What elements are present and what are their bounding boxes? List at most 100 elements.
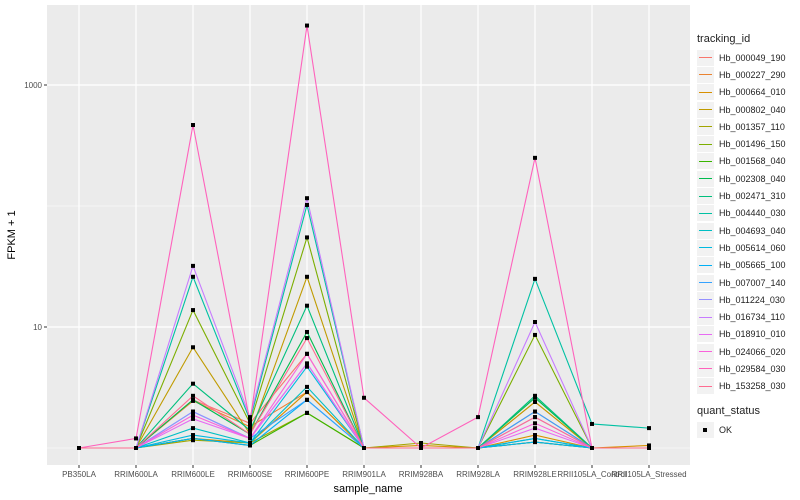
legend-label: Hb_001568_040 [719,156,786,167]
legend-label: Hb_000802_040 [719,104,786,115]
data-point [305,397,309,402]
legend-item: Hb_002471_310 [697,187,786,205]
y-tick-label: 1000 [24,81,42,90]
legend-item: Hb_018910_010 [697,326,786,343]
line-key-icon [697,118,714,135]
data-point [305,390,309,395]
legend-item: Hb_016734_110 [697,308,786,326]
legend-label: Hb_018910_010 [719,329,786,340]
data-point [305,23,309,28]
legend-item: Hb_011224_030 [697,291,786,308]
legend: tracking_id Hb_000049_190 Hb_000227_290 Hb… [697,33,786,438]
data-point [533,332,537,337]
legend-item: Hb_000049_190 [697,49,786,66]
legend-item: Hb_001357_110 [697,118,786,135]
legend-label: Hb_029584_030 [719,363,786,374]
legend-item: Hb_004693_040 [697,222,786,239]
legend-item: Hb_029584_030 [697,360,786,377]
data-point [191,436,195,441]
data-point [305,303,309,308]
x-tick-label: RRIM600LA [114,470,158,479]
x-tick-label: RRIM928BA [399,470,444,479]
data-point [134,436,138,441]
data-point [362,395,366,400]
data-point [191,308,195,313]
data-point [191,381,195,386]
data-point [305,361,309,366]
x-tick-label: RRII105LA_Stressed [611,470,686,479]
legend-label: Hb_024066_020 [719,346,786,357]
line-key-icon [697,343,714,360]
data-point [134,446,138,450]
legend-item: Hb_005614_060 [697,239,786,256]
legend-label: Hb_153258_030 [719,381,786,392]
data-point [248,440,252,445]
legend-label: Hb_001357_110 [719,121,785,132]
data-point [305,235,309,240]
data-point [647,446,651,450]
legend-item: Hb_002308_040 [697,170,786,187]
data-point [590,421,594,426]
legend-item: Hb_000664_010 [697,84,786,101]
legend-label: Hb_004440_030 [719,208,786,219]
data-point [191,426,195,431]
data-point [533,409,537,414]
line-key-icon [697,205,714,222]
data-point [305,410,309,415]
legend-item: Hb_001568_040 [697,153,786,170]
data-point [191,413,195,418]
legend-item: Hb_007007_140 [697,274,786,291]
data-point [533,319,537,324]
legend-label: Hb_016734_110 [719,312,785,323]
data-point [533,415,537,420]
data-point [419,443,423,448]
legend-label: Hb_005665_100 [719,260,786,271]
x-tick-label: RRIM928LE [513,470,557,479]
data-point [191,409,195,414]
data-point [533,393,537,398]
x-tick-label: PB350LA [62,470,96,479]
legend-label: Hb_000049_190 [719,52,786,63]
line-key-icon [697,360,714,377]
line-key-icon [697,84,714,101]
data-point [533,436,537,441]
line-key-icon [697,153,714,170]
legend-title: tracking_id [697,33,751,45]
data-point [590,446,594,450]
x-tick-label: RRIM600PE [285,470,329,479]
legend-item: Hb_001496_150 [697,135,786,153]
data-point [533,421,537,426]
data-point [305,329,309,334]
data-point [533,433,537,438]
line-key-icon [697,378,714,395]
line-key-icon [697,291,714,308]
line-key-icon [697,326,714,343]
data-point [191,416,195,421]
shape-legend-title: quant_status [697,404,760,417]
data-point [533,426,537,431]
data-point [248,443,252,448]
point-key-icon [697,421,714,438]
data-point [533,276,537,281]
data-point [419,440,423,445]
legend-label: Hb_007007_140 [719,277,786,288]
shape-legend-label: OK [719,424,733,435]
legend-label: Hb_002308_040 [719,173,786,184]
legend-label: Hb_000227_290 [719,69,786,80]
legend-label: Hb_005614_060 [719,242,786,253]
data-point [305,364,309,369]
legend-item: Hb_004440_030 [697,205,786,222]
data-point [476,415,480,420]
data-point [533,440,537,445]
data-point [305,202,309,207]
data-point [248,415,252,420]
data-point [305,336,309,341]
legend-item: Hb_005665_100 [697,257,786,274]
data-point [305,196,309,201]
data-point [533,399,537,404]
line-key-icon [697,66,714,83]
line-key-icon [697,136,714,153]
data-point [305,384,309,389]
data-point [191,433,195,438]
